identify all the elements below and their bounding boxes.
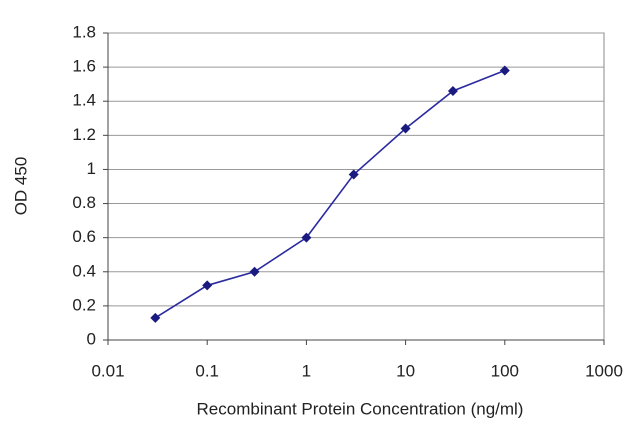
data-point xyxy=(202,280,213,291)
y-tick-label: 1.6 xyxy=(72,57,96,76)
x-tick-label: 1 xyxy=(302,361,311,380)
x-axis-title: Recombinant Protein Concentration (ng/ml… xyxy=(197,399,524,418)
y-tick-label: 1.4 xyxy=(72,91,96,110)
y-tick-label: 0.2 xyxy=(72,295,96,314)
y-tick-label: 1 xyxy=(87,159,96,178)
data-point xyxy=(499,65,510,76)
data-point xyxy=(249,266,260,277)
x-tick-label: 0.01 xyxy=(91,361,124,380)
data-point xyxy=(301,232,312,243)
x-tick-label: 0.1 xyxy=(195,361,219,380)
y-axis-title: OD 450 xyxy=(11,157,30,216)
data-point xyxy=(348,169,359,180)
y-tick-label: 1.8 xyxy=(72,22,96,41)
x-tick-label: 1000 xyxy=(585,361,623,380)
x-tick-label: 10 xyxy=(396,361,415,380)
y-tick-label: 0.8 xyxy=(72,193,96,212)
y-tick-label: 0.4 xyxy=(72,261,96,280)
y-tick-label: 0 xyxy=(87,329,96,348)
data-point xyxy=(400,123,411,134)
plot-area xyxy=(107,32,605,341)
data-point xyxy=(150,312,161,323)
data-point xyxy=(447,85,458,96)
y-tick-label: 0.6 xyxy=(72,227,96,246)
x-tick-label: 100 xyxy=(491,361,519,380)
data-line xyxy=(154,69,506,319)
y-tick-label: 1.2 xyxy=(72,125,96,144)
